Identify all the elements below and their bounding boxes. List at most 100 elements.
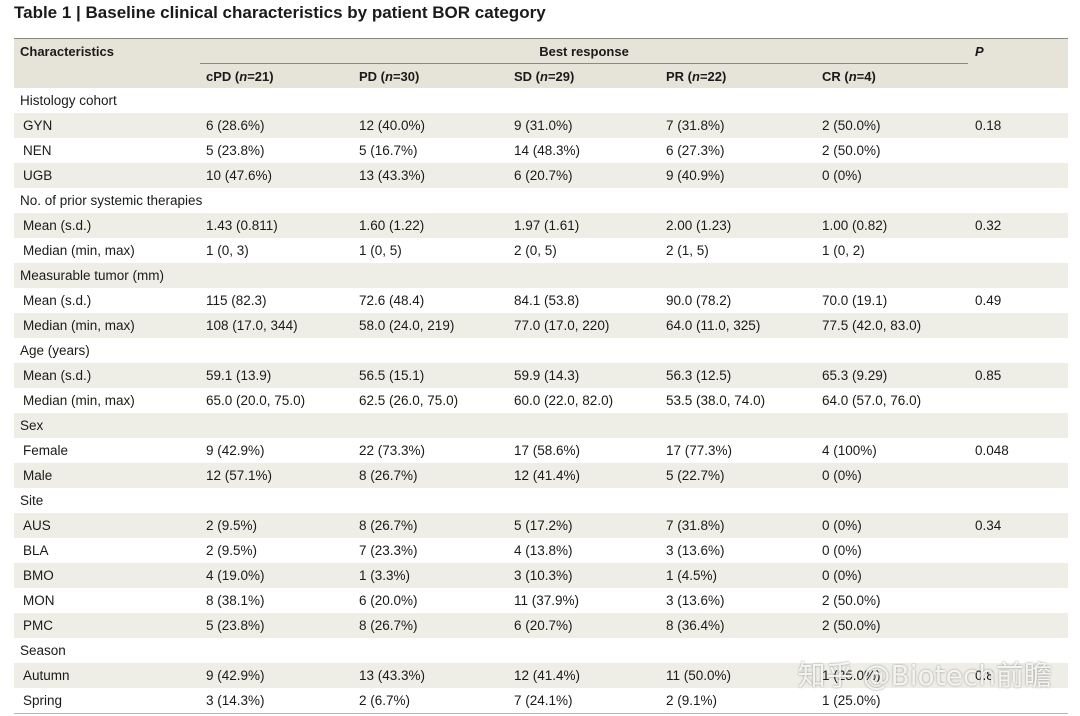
cell-value: 1 (4.5%): [666, 568, 718, 583]
cell-value: 1 (25.0%): [822, 668, 881, 683]
section-label: Measurable tumor (mm): [20, 268, 165, 283]
cell-value: 3 (10.3%): [514, 568, 573, 583]
p-value: 0.34: [975, 518, 1002, 533]
row-background: [14, 138, 1068, 163]
column-header: cPD (n=21): [206, 69, 274, 84]
cell-value: 56.5 (15.1): [359, 368, 425, 383]
cell-value: 64.0 (57.0, 76.0): [822, 393, 922, 408]
cell-value: 9 (40.9%): [666, 168, 725, 183]
row-label: UGB: [23, 168, 53, 183]
cell-value: 77.0 (17.0, 220): [514, 318, 610, 333]
cell-value: 13 (43.3%): [359, 168, 426, 183]
cell-value: 62.5 (26.0, 75.0): [359, 393, 459, 408]
row-background: [14, 588, 1068, 613]
column-header: PD (n=30): [359, 69, 419, 84]
cell-value: 5 (23.8%): [206, 143, 265, 158]
cell-value: 2 (50.0%): [822, 618, 881, 633]
cell-value: 1 (3.3%): [359, 568, 411, 583]
cell-value: 115 (82.3): [206, 293, 267, 308]
column-header-part: PR (: [666, 69, 692, 84]
cell-value: 5 (22.7%): [666, 468, 725, 483]
cell-value: 4 (100%): [822, 443, 877, 458]
row-label: MON: [23, 593, 55, 608]
cell-value: 3 (13.6%): [666, 593, 725, 608]
cell-value: 1 (0, 3): [206, 243, 249, 258]
cell-value: 12 (57.1%): [206, 468, 273, 483]
cell-value: 5 (16.7%): [359, 143, 418, 158]
row-label: BMO: [23, 568, 54, 583]
cell-value: 90.0 (78.2): [666, 293, 732, 308]
column-header-part: =29): [547, 69, 575, 84]
cell-value: 6 (20.7%): [514, 168, 573, 183]
p-value: 0.49: [975, 293, 1002, 308]
row-label: Male: [23, 468, 53, 483]
cell-value: 2 (50.0%): [822, 593, 881, 608]
row-background: [14, 313, 1068, 338]
column-header-part: n: [239, 69, 248, 84]
cell-value: 22 (73.3%): [359, 443, 426, 458]
section-label: Site: [20, 493, 44, 508]
cell-value: 7 (23.3%): [359, 543, 418, 558]
cell-value: 8 (26.7%): [359, 468, 418, 483]
row-background: [14, 363, 1068, 388]
cell-value: 17 (58.6%): [514, 443, 581, 458]
row-label: BLA: [23, 543, 49, 558]
column-header-part: =22): [699, 69, 727, 84]
cell-value: 7 (31.8%): [666, 118, 725, 133]
p-header: P: [975, 44, 984, 59]
cell-value: 4 (13.8%): [514, 543, 573, 558]
cell-value: 2.00 (1.23): [666, 218, 732, 233]
row-label: Spring: [23, 693, 63, 708]
cell-value: 60.0 (22.0, 82.0): [514, 393, 614, 408]
cell-value: 5 (17.2%): [514, 518, 573, 533]
row-background: [14, 213, 1068, 238]
column-header-part: =4): [856, 69, 876, 84]
row-background: [14, 513, 1068, 538]
cell-value: 2 (9.1%): [666, 693, 718, 708]
column-header-part: cPD (: [206, 69, 240, 84]
cell-value: 1 (0, 5): [359, 243, 402, 258]
cell-value: 65.3 (9.29): [822, 368, 888, 383]
cell-value: 6 (28.6%): [206, 118, 265, 133]
row-label: Autumn: [23, 668, 70, 683]
watermark: 知乎 @Biotech前瞻: [797, 659, 1052, 692]
cell-value: 0 (0%): [822, 468, 862, 483]
cell-value: 5 (23.8%): [206, 618, 265, 633]
row-label: Mean (s.d.): [23, 218, 92, 233]
p-value: 0.32: [975, 218, 1002, 233]
column-header-part: n: [540, 69, 548, 84]
column-header-part: SD (: [514, 69, 540, 84]
row-background: [14, 288, 1068, 313]
section-label: Sex: [20, 418, 44, 433]
cell-value: 1.00 (0.82): [822, 218, 888, 233]
row-background: [14, 263, 1068, 288]
table-title: Table 1 | Baseline clinical characterist…: [14, 3, 546, 22]
cell-value: 0 (0%): [822, 568, 862, 583]
cell-value: 0 (0%): [822, 518, 862, 533]
cell-value: 2 (0, 5): [514, 243, 557, 258]
cell-value: 59.9 (14.3): [514, 368, 580, 383]
row-background: [14, 688, 1068, 713]
p-value: 0.8: [975, 668, 994, 683]
row-background: [14, 413, 1068, 438]
row-label: AUS: [23, 518, 51, 533]
cell-value: 3 (14.3%): [206, 693, 265, 708]
cell-value: 58.0 (24.0, 219): [359, 318, 455, 333]
column-header-part: CR (: [822, 69, 849, 84]
group-label: Best response: [539, 44, 629, 59]
cell-value: 2 (9.5%): [206, 543, 258, 558]
cell-value: 2 (9.5%): [206, 518, 258, 533]
corner-label: Characteristics: [20, 44, 114, 59]
column-header-part: n: [848, 69, 857, 84]
cell-value: 6 (20.0%): [359, 593, 418, 608]
cell-value: 59.1 (13.9): [206, 368, 272, 383]
cell-value: 72.6 (48.4): [359, 293, 425, 308]
cell-value: 1.60 (1.22): [359, 218, 425, 233]
cell-value: 12 (41.4%): [514, 468, 581, 483]
column-header: PR (n=22): [666, 69, 726, 84]
column-header: CR (n=4): [822, 69, 876, 84]
row-background: [14, 88, 1068, 113]
column-header-part: n: [692, 69, 700, 84]
column-header-part: =30): [392, 69, 420, 84]
